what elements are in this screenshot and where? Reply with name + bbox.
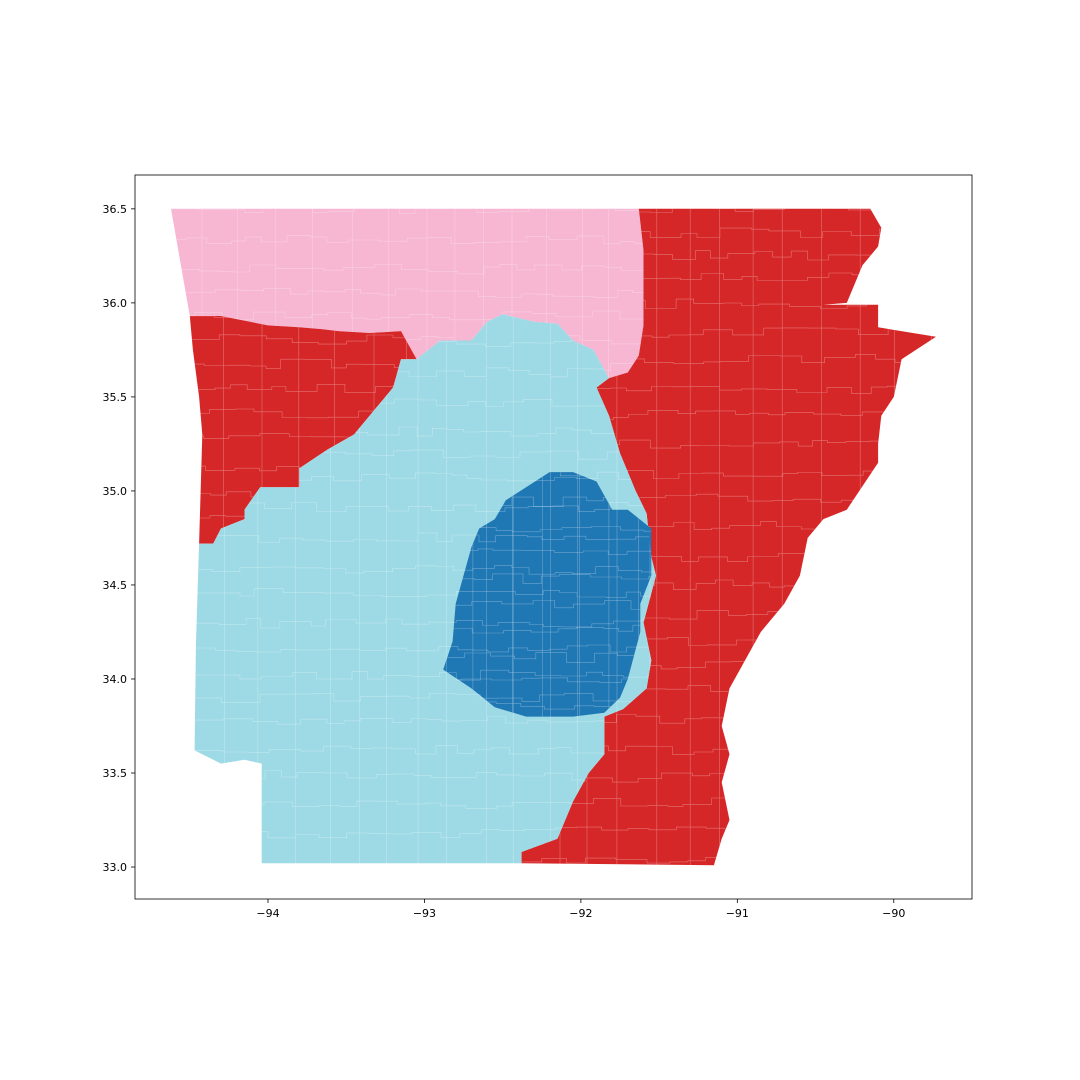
district-central xyxy=(443,472,652,717)
x-tick-label: −94 xyxy=(256,907,279,920)
y-tick-label: 36.0 xyxy=(103,297,128,310)
x-axis-ticks: −94 −93 −92 −91 −90 xyxy=(256,899,905,920)
y-tick-label: 34.0 xyxy=(103,673,128,686)
x-tick-label: −91 xyxy=(726,907,749,920)
district-east xyxy=(521,208,936,866)
y-tick-label: 36.5 xyxy=(103,203,128,216)
x-tick-label: −92 xyxy=(569,907,592,920)
y-axis-ticks: 33.0 33.5 34.0 34.5 35.0 35.5 36.0 36.5 xyxy=(103,203,135,874)
district-south-west xyxy=(194,314,656,864)
x-tick-label: −93 xyxy=(413,907,436,920)
district-northwest xyxy=(171,208,644,379)
district-south-west-precincts xyxy=(194,314,656,864)
district-regions xyxy=(171,208,936,866)
map-axes-frame xyxy=(134,174,973,900)
y-tick-label: 33.5 xyxy=(103,767,128,780)
y-tick-label: 35.5 xyxy=(103,391,128,404)
x-tick-label: −90 xyxy=(882,907,905,920)
district-northwest-precincts xyxy=(171,208,644,379)
district-central-precincts xyxy=(443,472,652,717)
y-tick-label: 34.5 xyxy=(103,579,128,592)
y-tick-label: 33.0 xyxy=(103,861,128,874)
district-fort-smith xyxy=(189,316,417,544)
y-tick-label: 35.0 xyxy=(103,485,128,498)
